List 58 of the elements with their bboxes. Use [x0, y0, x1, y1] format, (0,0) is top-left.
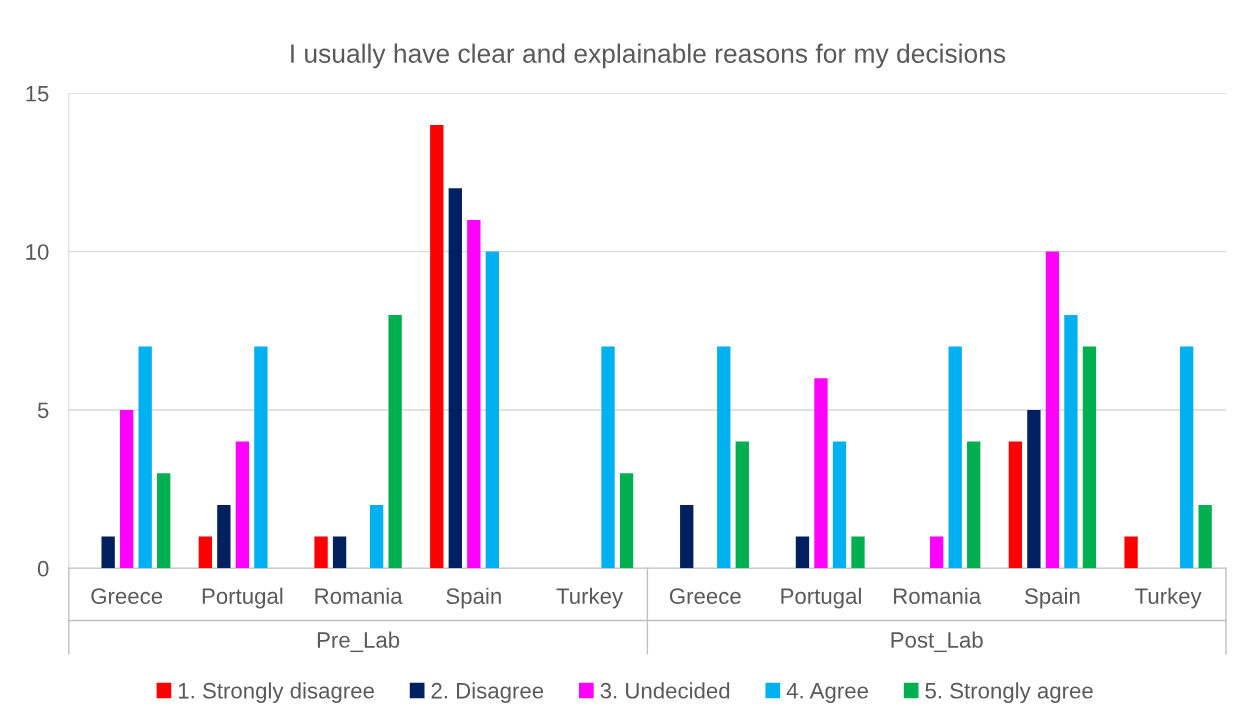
y-tick-label: 10	[26, 244, 49, 260]
bar	[388, 314, 402, 569]
bar	[1198, 504, 1212, 569]
legend-label: 2. Disagree	[431, 682, 544, 703]
bar	[235, 441, 250, 569]
bar	[735, 441, 749, 569]
bar	[717, 346, 731, 569]
bar	[467, 219, 481, 569]
bar	[832, 441, 847, 569]
x-tick-label: Greece	[669, 588, 741, 605]
x-tick-label: Turkey	[1135, 587, 1202, 609]
x-tick-label: Romania	[894, 587, 982, 605]
bar	[967, 441, 981, 569]
bar	[120, 409, 134, 569]
x-tick-label: Spain	[1025, 587, 1080, 609]
bar	[254, 346, 268, 569]
text: Post_Lab	[891, 631, 983, 653]
bar	[1045, 251, 1060, 569]
bar	[430, 124, 444, 569]
bar	[217, 504, 231, 569]
bar	[101, 536, 115, 569]
x-tick-label: Greece	[91, 588, 163, 605]
bar	[851, 536, 865, 569]
y-tick-label: 5	[37, 402, 49, 419]
x-tick-label: Romania	[315, 587, 403, 605]
bar	[369, 504, 384, 569]
legend-label: 4. Agree	[786, 683, 868, 703]
bar	[619, 473, 634, 569]
bar	[485, 251, 499, 569]
x-tick-label: Turkey	[556, 587, 624, 609]
bar	[1082, 346, 1097, 569]
text: Pre_Lab	[317, 631, 400, 653]
bar	[948, 346, 962, 569]
bar	[795, 536, 810, 569]
bar	[198, 536, 213, 569]
bar	[138, 346, 152, 569]
chart-title: I usually have clear and explainable reasons for my decisions	[291, 43, 1006, 69]
bar	[157, 473, 171, 569]
bar	[314, 536, 328, 569]
bar	[1124, 536, 1138, 569]
bar	[332, 536, 347, 569]
x-tick-label: Portugal	[202, 587, 283, 609]
y-tick-label: 0	[37, 560, 49, 577]
legend-label: 5. Strongly agree	[925, 682, 1093, 703]
x-tick-label: Portugal	[781, 587, 861, 609]
y-tick-label: 15	[26, 86, 49, 102]
bar	[1179, 346, 1194, 569]
legend-label: 1. Strongly disagree	[178, 682, 374, 703]
legend-label: 3. Undecided	[600, 682, 730, 699]
bar	[448, 188, 462, 569]
bar	[1008, 441, 1023, 569]
bar	[1027, 409, 1041, 569]
bar	[930, 536, 944, 569]
x-tick-label: Spain	[446, 587, 501, 609]
bar	[814, 378, 828, 569]
bar	[680, 504, 694, 569]
bar	[1064, 314, 1078, 569]
bar	[601, 346, 615, 569]
